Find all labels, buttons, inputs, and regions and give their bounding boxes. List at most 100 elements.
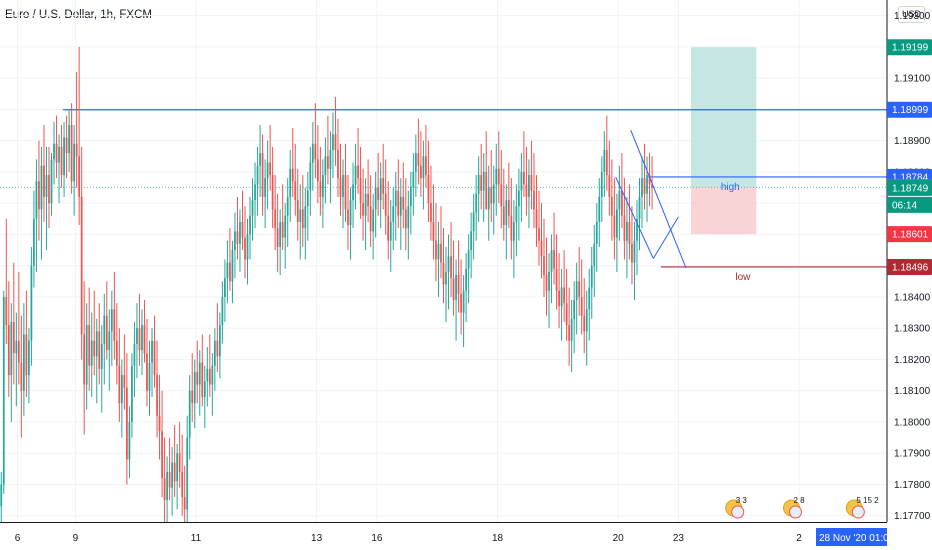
candle-body [369,206,372,232]
crosshair-date-badge [816,528,887,546]
candle-body [651,184,653,188]
candle-body [560,287,563,307]
candle-body [173,462,176,482]
event-markers: 3 3 2 8 5 15 2 [725,496,879,519]
candle-body [553,250,555,269]
candle-body [75,143,78,157]
x-tick-label: 9 [73,533,79,544]
stop-zone [691,187,757,235]
candle-body [643,178,646,194]
time-axis[interactable]: 6 9 11 13 16 18 20 23 2 28 Nov '20 01:00 [0,522,895,547]
candle-body [271,175,274,210]
candle-body [226,262,229,279]
chart-title: Euro / U.S. Dollar, 1h, FXCM [5,9,152,21]
candle-body [35,181,38,219]
candle-body [359,178,362,204]
candle-body [153,340,156,376]
candle-body [0,484,3,507]
candle-body [379,178,382,201]
candle-body [163,478,166,501]
candle-body [628,221,631,244]
candle-body [583,315,586,332]
horizontal-levels: high low [0,109,887,283]
candle-body [603,150,606,172]
candle-body [244,237,246,260]
candle-body [502,206,505,226]
candle-body [269,162,271,176]
candle-body [161,431,163,479]
price-badge [887,39,932,56]
candle-body [138,328,141,351]
candle-body [186,437,189,510]
candle-body [337,150,339,179]
candle-body [168,471,171,488]
candle-body [354,165,357,185]
candle-body [540,240,543,257]
event-flag-icon [789,505,803,519]
candle-body [535,209,538,229]
candle-body [440,243,442,263]
candle-body [156,375,158,416]
y-tick-label: 1.18200 [894,355,931,366]
event-flag-icon [731,505,745,519]
candle-body [58,146,60,163]
candle-body [450,256,452,279]
candle-body [126,387,128,460]
candle-body [256,165,259,185]
candle-body [475,193,478,213]
candle-body [48,175,50,204]
y-tick-label: 1.19100 [894,74,931,85]
candle-body [264,178,266,197]
candle-body [309,162,312,191]
candle-body [329,150,332,169]
candle-body [274,209,277,229]
candle-body [460,293,462,313]
candle-body [610,196,613,216]
candle-body [123,375,126,388]
candle-body [22,334,25,391]
candle-body [53,143,55,160]
candle-body [279,221,282,247]
candle-body [613,215,616,238]
candle-body [100,343,103,369]
y-tick-label: 1.17700 [894,511,931,522]
candle-body [616,209,618,238]
candle-body [25,334,28,376]
candle-body [550,250,553,272]
candle-body [213,340,216,366]
candle-body [83,334,86,385]
y-tick-label: 1.17900 [894,449,931,460]
crosshair-date-text: 28 Nov '20 01:00 [819,533,895,544]
candle-body [151,340,153,363]
candle-body [447,256,450,272]
candle-body [294,181,297,201]
candle-body [296,200,299,222]
candle-body [33,218,35,266]
candle-body [362,203,364,216]
candle-body [472,212,475,232]
candle-body [93,340,96,357]
candle-body [455,275,457,301]
y-tick-label: 1.19300 [894,11,931,22]
candle-body [430,203,432,222]
price-badges: 1.189991.187841.184961.191991.187511.187… [887,39,932,275]
candle-body [437,243,440,260]
candle-body [50,159,53,204]
candle-body [417,153,420,166]
candle-body [45,175,48,197]
currency-button[interactable]: USD [898,6,925,23]
candle-body [231,250,234,282]
candle-body [136,328,138,344]
candle-body [605,150,608,176]
candle-body [327,156,329,169]
candle-body [15,340,18,354]
target-zone [691,47,757,188]
candle-body [427,175,430,204]
candle-body [364,193,367,216]
candle-body [538,228,540,241]
candle-body [120,375,123,404]
candle-body [70,125,73,182]
candles [0,46,653,522]
candle-body [407,206,410,229]
